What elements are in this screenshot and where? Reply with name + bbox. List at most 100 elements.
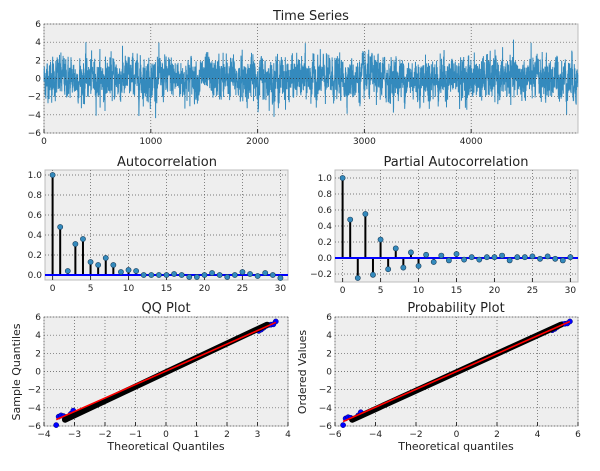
- acf-marker: [163, 272, 170, 278]
- acf-marker: [72, 241, 79, 247]
- probplot-ytick-label: 0: [326, 368, 332, 378]
- acf-marker: [209, 270, 215, 276]
- pacf-marker: [415, 263, 422, 269]
- probplot-ytick-label: −2: [319, 386, 332, 396]
- pacf-marker: [521, 254, 528, 261]
- acf-title: Autocorrelation: [117, 155, 217, 170]
- acf-ytick-label: 1.0: [28, 171, 43, 181]
- pacf-marker: [537, 255, 543, 262]
- acf-ytick-label: 0.8: [28, 191, 43, 201]
- acf-ytick-label: 0.4: [28, 231, 43, 241]
- acf-marker: [186, 274, 193, 280]
- acf-marker: [239, 269, 246, 275]
- pacf-marker: [552, 255, 559, 262]
- pacf-marker: [446, 257, 452, 264]
- qq-xtick-label: 3: [255, 430, 261, 440]
- acf-marker: [110, 262, 117, 268]
- acf-marker: [57, 224, 64, 230]
- qq-xtick-label: 0: [163, 430, 169, 440]
- qq-ytick-label: 2: [35, 349, 41, 359]
- qq-ytick-label: 4: [35, 331, 41, 341]
- acf-marker: [178, 272, 185, 278]
- probplot-ylabel: Ordered Values: [296, 330, 309, 414]
- acf-marker: [140, 272, 147, 278]
- timeseries-ytick-label: 2: [35, 56, 41, 66]
- acf-marker: [193, 274, 200, 280]
- pacf-marker: [559, 257, 566, 264]
- pacf-xtick-label: 15: [451, 286, 462, 296]
- probplot-xtick-label: 2: [494, 430, 500, 440]
- qq-title: QQ Plot: [141, 301, 190, 316]
- probplot-title: Probability Plot: [407, 301, 504, 316]
- acf-marker: [231, 272, 238, 278]
- pacf-marker: [400, 264, 407, 271]
- acf-marker: [87, 259, 94, 265]
- qq-ytick-label: −6: [28, 422, 42, 432]
- qq-ytick-label: −2: [28, 386, 41, 396]
- pacf-marker: [370, 271, 376, 278]
- probplot-ytick-label: −4: [319, 404, 333, 414]
- qq-xtick-label: −4: [37, 430, 51, 440]
- timeseries-ytick-label: 4: [35, 38, 41, 48]
- pacf-marker: [392, 245, 399, 252]
- pacf-ytick-label: 0.6: [318, 206, 333, 216]
- pacf-marker: [354, 275, 361, 281]
- pacf-marker: [362, 211, 369, 217]
- pacf-marker: [339, 175, 346, 181]
- acf-marker: [171, 271, 177, 277]
- qq-xtick-label: −3: [68, 430, 81, 440]
- pacf-marker: [476, 256, 483, 263]
- acf-marker: [125, 267, 132, 273]
- qq-ytick-label: 0: [35, 368, 41, 378]
- timeseries-ytick-label: −2: [28, 93, 41, 103]
- acf-xtick-label: 25: [237, 284, 248, 294]
- probplot-xtick-label: 4: [535, 430, 541, 440]
- acf-marker: [95, 262, 102, 268]
- qq-xtick-label: −1: [129, 430, 142, 440]
- timeseries-xtick-label: 1000: [139, 137, 162, 147]
- probplot-xtick-label: −4: [369, 430, 383, 440]
- timeseries-ytick-label: −6: [28, 129, 42, 139]
- acf-marker: [247, 271, 253, 277]
- probplot-point: [567, 318, 573, 325]
- probplot-ytick-label: −6: [319, 422, 333, 432]
- acf-marker: [277, 275, 284, 281]
- qq-ytick-label: −4: [28, 404, 42, 414]
- acf-marker: [80, 236, 86, 242]
- pacf-ytick-label: 0.8: [318, 190, 333, 200]
- acf-marker: [224, 274, 231, 280]
- acf-marker: [148, 272, 155, 278]
- acf-marker: [118, 269, 124, 275]
- acf-xtick-label: 10: [123, 284, 135, 294]
- acf-marker: [269, 272, 276, 278]
- pacf-ytick-label: 1.0: [318, 174, 333, 184]
- probplot-point: [340, 422, 346, 428]
- probplot-xtick-label: −2: [409, 430, 422, 440]
- acf-marker: [49, 172, 56, 178]
- qq-ylabel: Sample Quantiles: [10, 323, 23, 420]
- probplot-xtick-label: −6: [328, 430, 342, 440]
- probplot-fit-line: [342, 320, 571, 423]
- acf-marker: [216, 272, 223, 278]
- pacf-marker: [499, 252, 505, 259]
- acf-xtick-label: 20: [199, 284, 211, 294]
- qq-xtick-label: 1: [194, 430, 200, 440]
- acf-ytick-label: 0.6: [28, 211, 43, 221]
- pacf-marker: [491, 254, 498, 261]
- timeseries-ytick-label: 0: [35, 75, 41, 85]
- pacf-marker: [423, 251, 430, 258]
- probplot-ytick-label: 4: [326, 331, 332, 341]
- timeseries-ytick-label: 6: [35, 20, 41, 30]
- acf-marker: [133, 268, 140, 274]
- pacf-marker: [506, 257, 513, 264]
- pacf-marker: [468, 254, 475, 261]
- acf-marker: [262, 270, 269, 276]
- acf-marker: [201, 272, 208, 278]
- acf-panel: 0 5 10 15 20 25 30 0.0 0.2 0.4 0.6 0.8 1.0: [28, 169, 289, 294]
- pacf-xtick-label: 0: [340, 286, 346, 296]
- qq-xtick-label: 4: [285, 430, 291, 440]
- acf-xtick-label: 0: [50, 284, 56, 294]
- pacf-marker: [529, 253, 536, 260]
- pacf-marker: [385, 266, 392, 273]
